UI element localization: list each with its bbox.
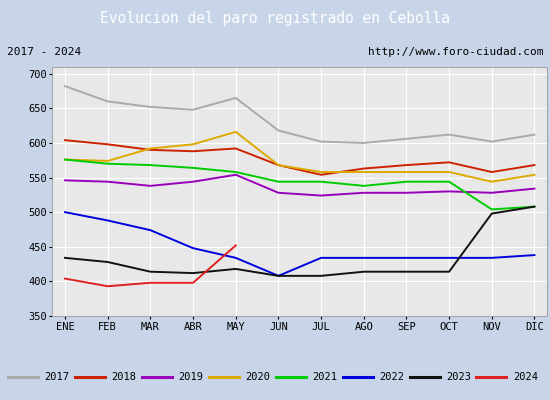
Text: 2023: 2023 xyxy=(446,372,471,382)
Text: 2017 - 2024: 2017 - 2024 xyxy=(7,47,81,57)
Text: 2021: 2021 xyxy=(312,372,337,382)
Text: Evolucion del paro registrado en Cebolla: Evolucion del paro registrado en Cebolla xyxy=(100,12,450,26)
Text: http://www.foro-ciudad.com: http://www.foro-ciudad.com xyxy=(368,47,543,57)
Text: 2017: 2017 xyxy=(45,372,70,382)
Text: 2022: 2022 xyxy=(379,372,404,382)
Text: 2018: 2018 xyxy=(112,372,136,382)
Text: 2020: 2020 xyxy=(245,372,271,382)
Text: 2019: 2019 xyxy=(178,372,204,382)
Text: 2024: 2024 xyxy=(513,372,538,382)
